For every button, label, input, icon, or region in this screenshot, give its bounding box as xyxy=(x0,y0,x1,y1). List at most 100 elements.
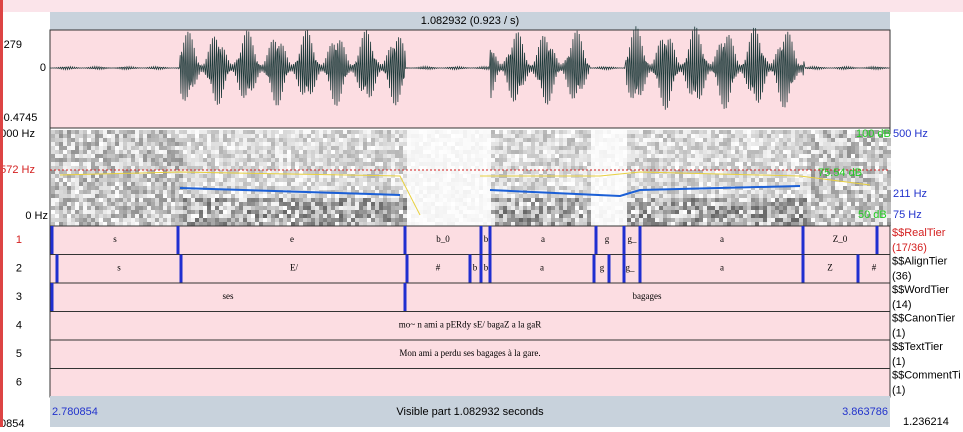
spectrogram-cell xyxy=(631,206,635,210)
spectrogram-cell xyxy=(803,206,807,210)
spectrogram-cell xyxy=(231,138,235,142)
spectrogram-cell xyxy=(407,166,411,170)
spectrogram-cell xyxy=(415,182,419,186)
spectrogram-cell xyxy=(455,222,459,226)
spectrogram-cell xyxy=(819,158,823,162)
spectrogram-cell xyxy=(163,222,167,226)
spectrogram-cell xyxy=(279,154,283,158)
spectrogram-cell xyxy=(811,162,815,166)
spectrogram-cell xyxy=(99,174,103,178)
spectrogram-cell xyxy=(835,190,839,194)
spectrogram-cell xyxy=(571,134,575,138)
spectrogram-cell xyxy=(199,166,203,170)
spectrogram-cell xyxy=(635,178,639,182)
spectrogram-cell xyxy=(427,198,431,202)
spectrogram-cell xyxy=(763,162,767,166)
spectrogram-cell xyxy=(651,130,655,134)
spectrogram-cell xyxy=(167,150,171,154)
spectrogram-cell xyxy=(151,198,155,202)
spectrogram-cell xyxy=(751,150,755,154)
spectrogram-cell xyxy=(679,130,683,134)
spectrogram-cell xyxy=(687,210,691,214)
spectrogram-cell xyxy=(91,190,95,194)
spectrogram-cell xyxy=(835,186,839,190)
spectrogram-cell xyxy=(259,222,263,226)
spectrogram-cell xyxy=(635,134,639,138)
spectrogram-cell xyxy=(479,146,483,150)
spectrogram-cell xyxy=(659,214,663,218)
spectrogram-cell xyxy=(771,162,775,166)
spectrogram-cell xyxy=(63,170,67,174)
spectrogram-cell xyxy=(491,146,495,150)
spectrogram-cell xyxy=(459,214,463,218)
spectrogram-cell xyxy=(835,130,839,134)
spectrogram-cell xyxy=(291,182,295,186)
spectrogram-cell xyxy=(335,146,339,150)
spectrogram-cell xyxy=(699,150,703,154)
spectrogram-cell xyxy=(755,130,759,134)
spectrogram-cell xyxy=(311,150,315,154)
spectrogram-cell xyxy=(503,166,507,170)
spectrogram-cell xyxy=(751,162,755,166)
spectrogram-cell xyxy=(375,154,379,158)
spectrogram-cell xyxy=(379,178,383,182)
spectrogram-cell xyxy=(719,150,723,154)
spectrogram-cell xyxy=(295,138,299,142)
spectrogram-cell xyxy=(387,186,391,190)
spectrogram-cell xyxy=(627,186,631,190)
spectrogram-cell xyxy=(231,142,235,146)
spectrogram-cell xyxy=(119,166,123,170)
spectrogram-cell xyxy=(147,210,151,214)
spectrogram-cell xyxy=(563,146,567,150)
spectrogram-cell xyxy=(295,210,299,214)
spectrogram-cell xyxy=(459,186,463,190)
textgrid-editor: 1.082932 (0.923 / s) 1$$RealTier(17/36)s… xyxy=(0,0,963,427)
spectrogram-cell xyxy=(739,210,743,214)
spectrogram-cell xyxy=(155,154,159,158)
spectrogram-cell xyxy=(691,214,695,218)
spectrogram-cell xyxy=(451,210,455,214)
spectrogram-cell xyxy=(847,198,851,202)
spectrogram-cell xyxy=(483,142,487,146)
spectrogram-cell xyxy=(343,214,347,218)
spectrogram-cell xyxy=(83,194,87,198)
spectrogram-cell xyxy=(103,182,107,186)
spectrogram-cell xyxy=(859,198,863,202)
spectrogram-cell xyxy=(879,162,883,166)
spectrogram-cell xyxy=(179,162,183,166)
spectrogram-cell xyxy=(479,162,483,166)
spectrogram-cell xyxy=(343,138,347,142)
spectrogram-cell xyxy=(671,202,675,206)
spectrogram-cell xyxy=(603,130,607,134)
spectrogram-cell xyxy=(603,142,607,146)
spectrogram-cell xyxy=(135,206,139,210)
spectrogram-cell xyxy=(155,186,159,190)
spectrogram-cell xyxy=(187,154,191,158)
spectrogram-cell xyxy=(775,130,779,134)
spectrogram-cell xyxy=(167,166,171,170)
spectrogram-cell xyxy=(599,154,603,158)
spectrogram-cell xyxy=(51,130,55,134)
spectrogram-cell xyxy=(579,134,583,138)
spectrogram-cell xyxy=(811,150,815,154)
spectrogram-cell xyxy=(103,146,107,150)
spectrogram-cell xyxy=(851,186,855,190)
spectrogram-cell xyxy=(447,214,451,218)
spectrogram-cell xyxy=(707,182,711,186)
spectrogram-cell xyxy=(631,202,635,206)
spectrogram-cell xyxy=(123,190,127,194)
spectrogram-cell xyxy=(583,222,587,226)
spectrogram-cell xyxy=(563,150,567,154)
spectrogram-cell xyxy=(139,162,143,166)
spectrogram-cell xyxy=(707,166,711,170)
spectrogram-cell xyxy=(687,154,691,158)
spectrogram-cell xyxy=(395,138,399,142)
spectrogram-cell xyxy=(487,166,491,170)
waveform-panel[interactable] xyxy=(50,30,890,128)
spectrogram-cell xyxy=(439,162,443,166)
spectrogram-cell xyxy=(163,166,167,170)
spectrogram-cell xyxy=(315,154,319,158)
spectrogram-cell xyxy=(859,142,863,146)
spectrogram-cell xyxy=(775,190,779,194)
spectrogram-cell xyxy=(567,170,571,174)
